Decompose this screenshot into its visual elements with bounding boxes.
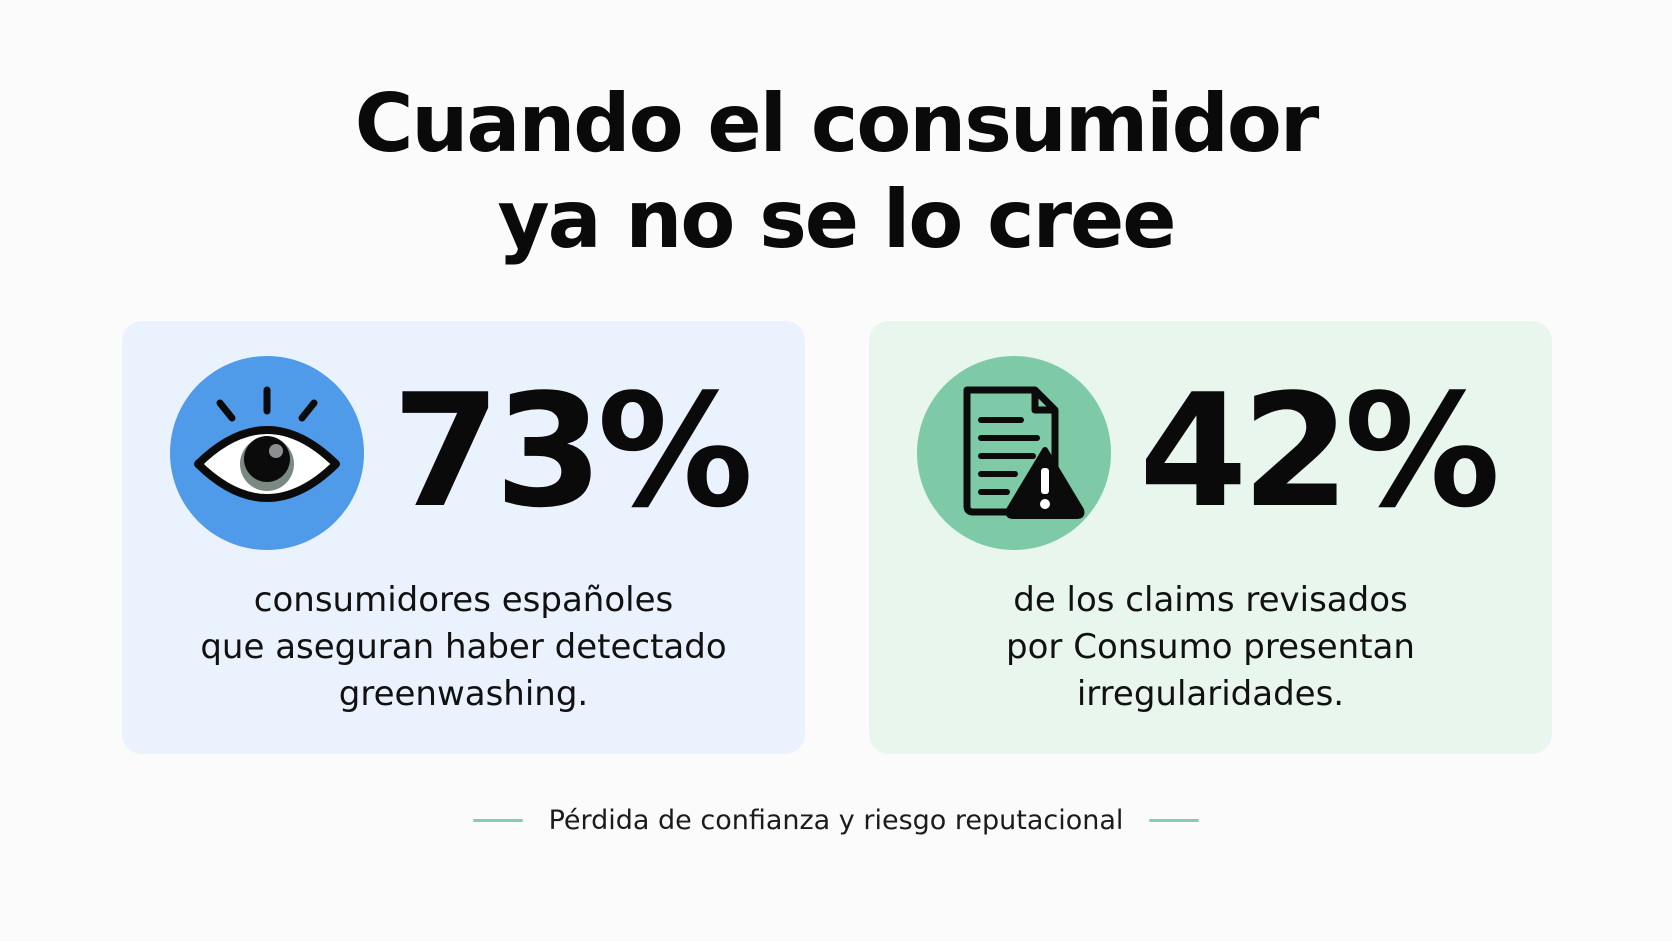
description-line-3: irregularidades. [1076, 674, 1345, 714]
stat-card-claims: 42% de los claims revisados por Consumo … [869, 321, 1552, 754]
stat-value-73: 73% [392, 360, 753, 542]
title-line-1: Cuando el consumidor [354, 77, 1320, 170]
title-line-2: ya no se lo cree [497, 173, 1176, 266]
stat-value-42: 42% [1139, 360, 1500, 542]
document-warning-icon-badge [917, 356, 1111, 550]
document-warning-icon [963, 386, 1085, 519]
eye-icon [194, 386, 340, 502]
footer-caption: Pérdida de confianza y riesgo reputacion… [0, 798, 1672, 842]
stat-description: de los claims revisados por Consumo pres… [869, 577, 1552, 718]
footer-rule-right [1149, 818, 1200, 822]
stat-description: consumidores españoles que aseguran habe… [122, 577, 805, 718]
eye-icon-badge [170, 356, 364, 550]
description-line-1: de los claims revisados [1013, 580, 1408, 620]
description-line-1: consumidores españoles [253, 580, 674, 620]
footer-text: Pérdida de confianza y riesgo reputacion… [548, 804, 1124, 836]
stat-card-greenwashing: 73% consumidores españoles que aseguran … [122, 321, 805, 754]
description-line-3: greenwashing. [338, 674, 589, 714]
footer-rule-left [472, 818, 523, 822]
description-line-2: por Consumo presentan [1006, 627, 1415, 667]
page-title: Cuando el consumidor ya no se lo cree [0, 76, 1672, 268]
description-line-2: que aseguran haber detectado [200, 627, 727, 667]
